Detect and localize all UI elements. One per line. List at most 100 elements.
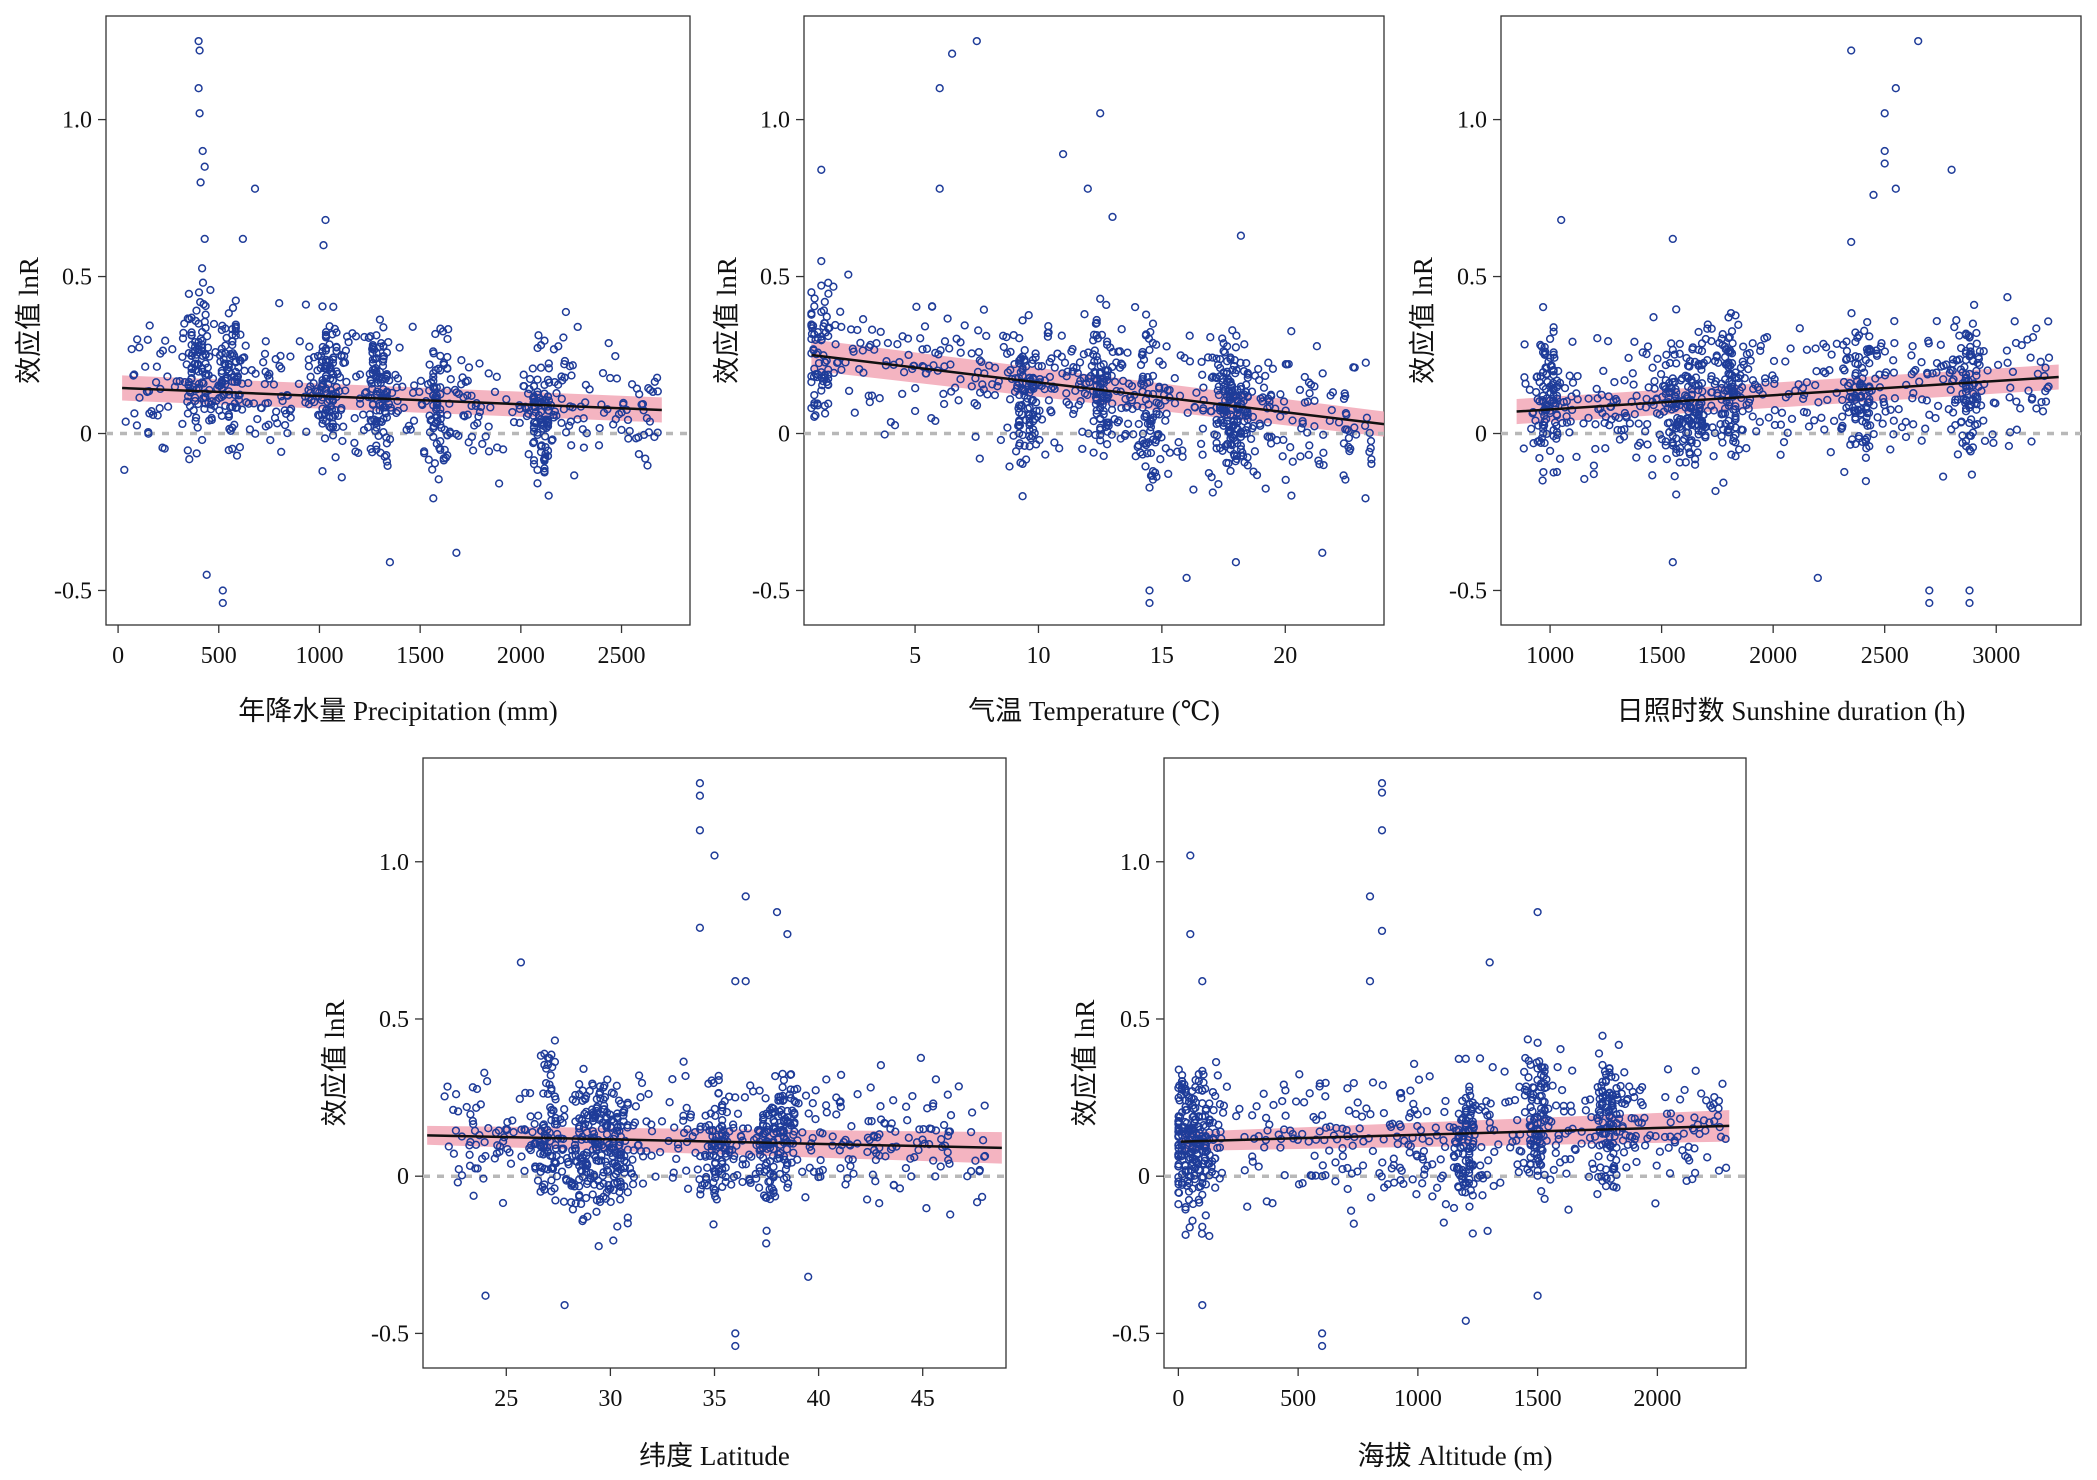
data-point	[534, 1111, 543, 1120]
data-point	[1156, 455, 1165, 464]
data-point	[1291, 1097, 1301, 1106]
data-point	[1536, 1160, 1546, 1170]
data-point	[567, 371, 576, 380]
data-point	[1181, 1096, 1190, 1105]
data-point	[1761, 378, 1770, 387]
data-point	[811, 1086, 820, 1095]
data-point	[1653, 354, 1662, 363]
data-point	[1880, 371, 1890, 380]
data-point	[996, 435, 1006, 445]
data-point	[1549, 1165, 1558, 1175]
data-point	[557, 372, 566, 381]
data-point	[1936, 340, 1945, 349]
data-point	[1141, 331, 1151, 340]
data-point	[536, 420, 546, 429]
data-point	[393, 396, 402, 406]
data-point	[535, 1140, 544, 1149]
data-point	[818, 1129, 827, 1138]
data-point	[1588, 1159, 1597, 1168]
data-point	[557, 1167, 567, 1176]
data-point	[2011, 338, 2021, 348]
data-point	[148, 410, 158, 420]
data-point	[1977, 386, 1986, 396]
data-point	[2026, 353, 2035, 362]
data-point	[144, 427, 153, 437]
data-point	[577, 1167, 587, 1176]
data-point	[1243, 1202, 1252, 1211]
data-point	[1842, 346, 1852, 356]
x-tick-label: 20	[1273, 643, 1297, 669]
data-point	[823, 380, 833, 389]
data-point	[651, 1172, 660, 1181]
data-point	[539, 424, 548, 433]
data-point	[811, 1114, 820, 1124]
data-point	[1536, 1104, 1546, 1113]
data-point	[1145, 416, 1155, 425]
data-point	[228, 325, 237, 334]
data-point	[616, 1151, 625, 1160]
data-point	[967, 382, 976, 391]
data-point	[940, 337, 950, 346]
data-point	[1614, 413, 1624, 423]
data-point	[810, 390, 819, 400]
data-point	[679, 1111, 688, 1120]
data-point	[1727, 450, 1736, 459]
data-point	[1331, 1177, 1340, 1186]
x-tick-label: 500	[201, 643, 237, 669]
data-point	[379, 428, 388, 437]
data-point	[508, 1116, 517, 1125]
data-point	[864, 391, 873, 400]
data-point	[1281, 1086, 1290, 1095]
data-point	[1683, 443, 1693, 452]
data-point	[1533, 907, 1542, 917]
data-point	[1711, 377, 1721, 386]
data-point	[1357, 1112, 1367, 1121]
y-tick-label: -0.5	[371, 1321, 409, 1347]
data-point	[1593, 394, 1602, 403]
data-point	[431, 329, 440, 339]
data-point	[601, 1112, 611, 1121]
data-point	[1037, 362, 1047, 371]
data-point	[889, 1096, 898, 1105]
data-point	[449, 1105, 458, 1115]
data-point	[1742, 444, 1751, 453]
data-point	[814, 358, 824, 368]
data-point	[530, 395, 539, 404]
data-point	[228, 303, 238, 313]
data-point	[1378, 1081, 1387, 1090]
data-point	[1526, 1140, 1535, 1150]
data-point	[454, 389, 464, 399]
data-point	[457, 1171, 467, 1180]
data-point	[1702, 1096, 1711, 1105]
data-point	[1794, 380, 1803, 389]
data-point	[1288, 457, 1297, 466]
data-point	[696, 1185, 705, 1194]
data-point	[939, 1120, 949, 1130]
data-point	[1331, 1158, 1340, 1167]
data-point	[547, 1116, 556, 1125]
data-point	[520, 1125, 529, 1134]
data-point	[1545, 446, 1555, 456]
data-point	[616, 1099, 625, 1108]
data-point	[1409, 1059, 1419, 1069]
data-point	[1901, 432, 1911, 442]
data-point	[560, 1300, 569, 1310]
data-point	[235, 443, 245, 452]
data-point	[721, 1149, 730, 1158]
data-point	[1923, 368, 1932, 378]
data-point	[975, 356, 984, 365]
data-point	[2041, 397, 2051, 406]
data-point	[1909, 388, 1918, 398]
data-point	[1694, 327, 1703, 337]
data-point	[1488, 1063, 1497, 1072]
data-point	[1620, 376, 1629, 385]
data-point	[1263, 432, 1272, 441]
data-point	[1353, 1098, 1362, 1107]
data-point	[1432, 1183, 1442, 1192]
data-point	[1589, 461, 1599, 470]
data-point	[1174, 1177, 1183, 1186]
data-point	[828, 1141, 837, 1150]
data-point	[1682, 353, 1691, 363]
data-point	[544, 359, 553, 368]
data-point	[1684, 1142, 1693, 1151]
